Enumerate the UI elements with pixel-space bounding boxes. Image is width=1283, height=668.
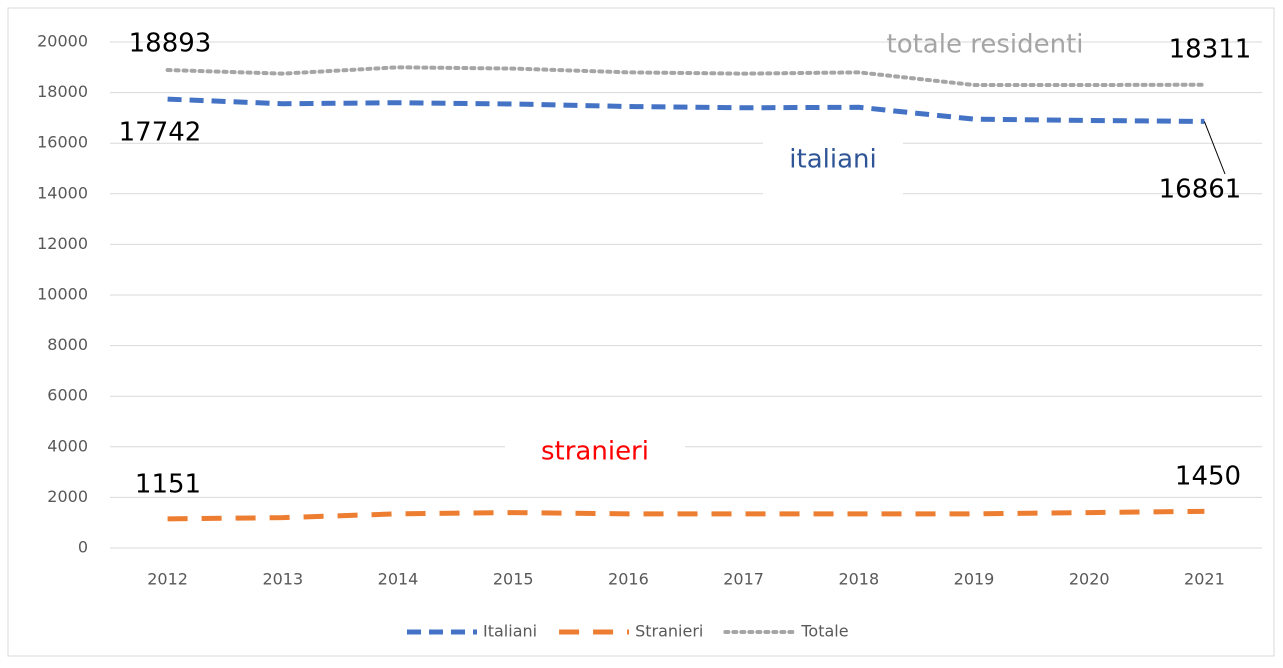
data-label: 18893 [129, 29, 212, 59]
x-tick-label: 2020 [1069, 570, 1110, 589]
series-line [165, 65, 1207, 88]
annotation: italiani [789, 145, 876, 175]
y-tick-label: 4000 [47, 436, 88, 455]
x-tick-label: 2017 [723, 570, 764, 589]
x-tick-label: 2021 [1184, 570, 1225, 589]
annotation: totale residenti [887, 30, 1084, 60]
x-tick-label: 2013 [262, 570, 303, 589]
y-tick-label: 16000 [37, 133, 88, 152]
data-label: 17742 [119, 118, 202, 148]
y-tick-label: 12000 [37, 234, 88, 253]
leader-line [1203, 121, 1226, 175]
x-tick-label: 2012 [147, 570, 188, 589]
annotation-bg [763, 120, 903, 200]
series-line [167, 96, 1205, 124]
y-tick-label: 20000 [37, 32, 88, 51]
series-line [167, 508, 1205, 522]
annotation: stranieri [541, 437, 649, 467]
y-tick-label: 0 [78, 538, 88, 557]
data-label: 1450 [1175, 462, 1241, 492]
data-label: 1151 [135, 470, 201, 500]
x-tick-label: 2015 [493, 570, 534, 589]
y-tick-label: 8000 [47, 335, 88, 354]
legend-label: Stranieri [635, 622, 703, 641]
data-label: 18311 [1169, 35, 1252, 65]
x-tick-label: 2018 [838, 570, 879, 589]
x-tick-label: 2014 [378, 570, 419, 589]
x-tick-label: 2016 [608, 570, 649, 589]
data-label: 16861 [1159, 175, 1242, 205]
x-tick-label: 2019 [954, 570, 995, 589]
y-tick-label: 10000 [37, 285, 88, 304]
y-tick-label: 14000 [37, 183, 88, 202]
y-tick-label: 2000 [47, 487, 88, 506]
y-tick-label: 18000 [37, 82, 88, 101]
legend-label: Italiani [483, 622, 537, 641]
annotation-bg [505, 412, 685, 492]
y-tick-label: 6000 [47, 386, 88, 405]
legend-label: Totale [800, 622, 848, 641]
